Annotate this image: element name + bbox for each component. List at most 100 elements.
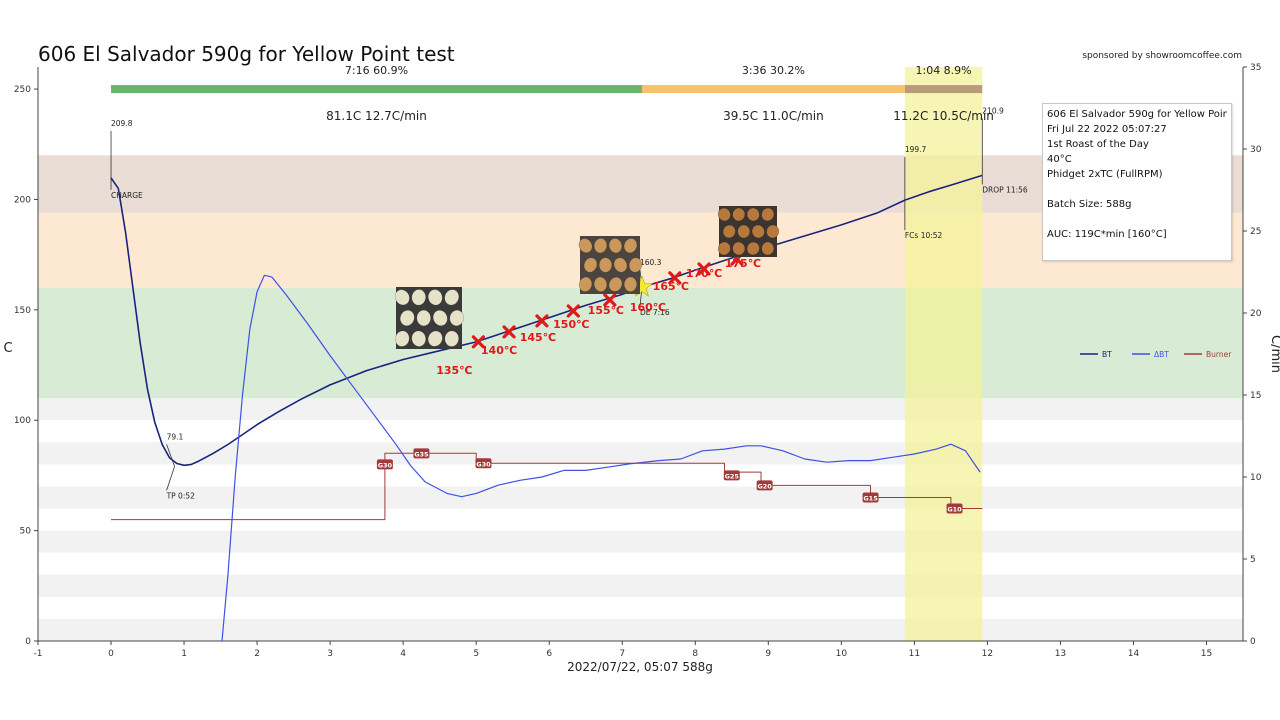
temperature-marker-label: 140℃ [481, 344, 517, 357]
burner-label-badge: G25 [723, 470, 740, 481]
burner-label-badge: G30 [475, 458, 492, 469]
temperature-marker-label: 165℃ [653, 280, 689, 293]
phase-band-drying [38, 287, 1243, 399]
coffee-bean [628, 257, 643, 273]
coffee-bean [717, 241, 731, 256]
series-line-bt [110, 174, 983, 467]
temperature-marker-label: 175℃ [725, 257, 761, 270]
y-right-tick-label: 0 [1250, 637, 1256, 647]
coffee-bean [608, 276, 623, 292]
phase-bar-3 [904, 85, 983, 94]
legend-label: Burner [1206, 350, 1232, 359]
temperature-marker [471, 335, 485, 349]
legend-label: BT [1102, 350, 1112, 359]
coffee-bean [394, 289, 410, 306]
coffee-bean [444, 330, 459, 347]
phase-bar-1 [111, 85, 642, 94]
y-left-tick-label: 50 [20, 527, 32, 537]
phase-time-label-1: 7:16 60.9% [345, 64, 408, 77]
coffee-bean [593, 238, 608, 254]
coffee-bean [416, 309, 431, 327]
temperature-marker [502, 325, 516, 339]
temperature-marker-label: 145℃ [520, 331, 556, 344]
coffee-bean [722, 224, 736, 239]
event-name-label: DE 7:16 [640, 308, 670, 317]
x-tick-label: 10 [836, 649, 848, 659]
info-auc: AUC: 119C*min [160°C] [1047, 229, 1167, 240]
marker-stroke [603, 293, 617, 307]
burner-badge-text: G10 [947, 506, 962, 514]
event-name-label: DROP 11:56 [982, 185, 1028, 194]
legend-label: ΔBT [1154, 350, 1169, 359]
x-tick-label: 3 [327, 649, 333, 659]
x-tick-label: 8 [692, 649, 698, 659]
coffee-bean [578, 238, 593, 254]
phase-stats-label-2: 39.5C 11.0C/min [723, 109, 824, 123]
info-line-4: 40°C [1047, 154, 1072, 165]
burner-badge-text: G35 [414, 450, 429, 458]
temperature-marker-label: 150℃ [553, 318, 589, 331]
burner-label-badge: G35 [413, 448, 430, 459]
x-tick-label: 6 [546, 649, 552, 659]
info-line-5: Phidget 2xTC (FullRPM) [1047, 169, 1163, 180]
grid-stripe [38, 574, 1243, 597]
y-left-tick-label: 0 [25, 637, 31, 647]
info-line-3: 1st Roast of the Day [1047, 139, 1149, 150]
burner-badge-text: G30 [378, 461, 393, 469]
x-tick-label: 11 [909, 649, 920, 659]
info-batch-size: Batch Size: 588g [1047, 199, 1132, 210]
x-tick-label: 0 [108, 649, 114, 659]
coffee-bean [746, 241, 760, 256]
burner-badge-bg [862, 492, 879, 503]
temperature-marker-label: 155℃ [588, 304, 624, 317]
y-right-tick-label: 20 [1250, 309, 1262, 319]
marker-stroke [668, 271, 682, 285]
info-line-1: 606 El Salvador 590g for Yellow Point te… [1047, 109, 1227, 120]
coffee-bean [608, 238, 623, 254]
coffee-bean [394, 330, 410, 347]
temperature-marker-label: 160℃ [630, 301, 666, 314]
coffee-bean [737, 224, 751, 239]
y-left-tick-label: 100 [14, 416, 31, 426]
y-right-tick-label: 35 [1250, 63, 1261, 73]
coffee-bean [717, 207, 731, 222]
marker-stroke [502, 325, 516, 339]
burner-label-badge: G30 [376, 459, 393, 470]
medium-roast-beans-photo [717, 206, 780, 257]
development-window [904, 67, 983, 641]
grid-stripe [38, 442, 1243, 465]
event-name-label: TP 0:52 [166, 491, 196, 500]
coffee-bean [623, 276, 638, 292]
y-right-tick-label: 15 [1250, 391, 1261, 401]
x-tick-label: -1 [34, 649, 43, 659]
green-beans-photo [394, 287, 465, 349]
coffee-bean [751, 224, 765, 239]
marker-stroke [566, 304, 580, 318]
y-left-tick-label: 150 [14, 306, 31, 316]
event-value-label: 210.9 [982, 106, 1004, 115]
y-right-tick-label: 25 [1250, 227, 1261, 237]
x-tick-label: 15 [1201, 649, 1212, 659]
phase-time-label-2: 3:36 30.2% [742, 64, 805, 77]
coffee-bean [432, 310, 448, 326]
marker-stroke [697, 262, 711, 276]
coffee-bean [761, 241, 775, 256]
burner-badge-bg [413, 448, 430, 459]
series-legend: BT ΔBT Burner [1080, 350, 1232, 359]
x-tick-label: 4 [400, 649, 406, 659]
burner-label-badge: G10 [946, 503, 963, 514]
temperature-marker [566, 304, 580, 318]
event-name-label: CHARGE [111, 191, 143, 200]
coffee-bean [761, 207, 775, 222]
coffee-bean [411, 289, 426, 306]
marker-stroke [535, 314, 549, 328]
burner-badge-text: G25 [725, 472, 740, 480]
temperature-marker-label: 170℃ [686, 267, 722, 280]
phase-time-label-3: 1:04 8.9% [915, 64, 971, 77]
y-right-axis-label: C/min [1268, 335, 1280, 373]
grid-stripe [38, 530, 1243, 553]
temperature-marker [697, 262, 711, 276]
y-left-tick-label: 250 [14, 85, 31, 95]
sponsor-text: sponsored by showroomcoffee.com [1082, 51, 1242, 61]
phase-stats-label-3: 11.2C 10.5C/min [893, 109, 994, 123]
